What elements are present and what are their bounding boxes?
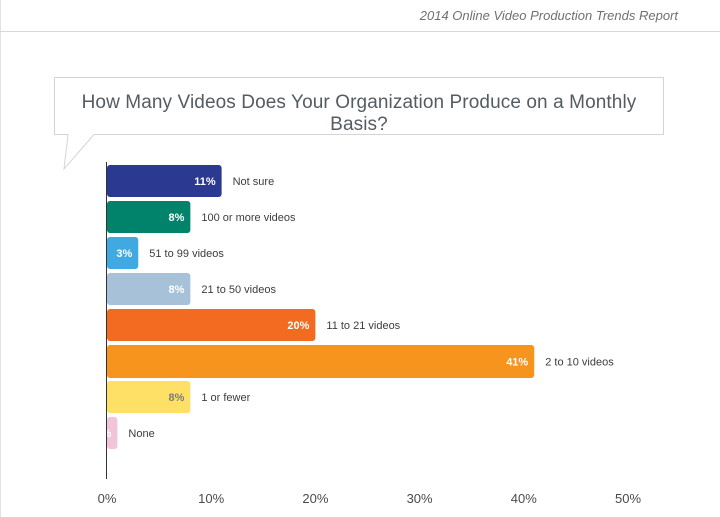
category-label: 11 to 21 videos	[326, 320, 400, 332]
report-title: 2014 Online Video Production Trends Repo…	[419, 8, 678, 23]
category-label: 21 to 50 videos	[201, 284, 276, 296]
callout-bubble-shape	[54, 77, 664, 171]
x-tick-label: 50%	[615, 491, 641, 506]
bar-value-label: 1%	[96, 428, 112, 440]
bar-value-label: 8%	[168, 284, 184, 296]
category-label: None	[128, 428, 154, 440]
bar-value-label: 20%	[287, 320, 309, 332]
category-label: 51 to 99 videos	[149, 248, 224, 260]
category-label: Not sure	[233, 176, 275, 188]
chart-title: How Many Videos Does Your Organization P…	[81, 92, 637, 135]
bar-value-label: 3%	[116, 248, 132, 260]
x-tick-label: 20%	[302, 491, 328, 506]
header-divider	[0, 31, 720, 32]
category-label: 100 or more videos	[201, 212, 296, 224]
x-tick-label: 10%	[198, 491, 224, 506]
bar	[107, 345, 535, 378]
bar	[107, 273, 191, 305]
bar-value-label: 8%	[168, 212, 184, 224]
bar-value-label: 8%	[168, 392, 184, 404]
category-label: 1 or fewer	[201, 392, 250, 404]
bar-value-label: 11%	[194, 176, 216, 188]
bar	[107, 201, 191, 233]
bar	[107, 237, 139, 269]
x-tick-label: 0%	[98, 491, 117, 506]
category-label: 2 to 10 videos	[545, 357, 614, 369]
x-tick-label: 40%	[511, 491, 537, 506]
x-tick-label: 30%	[407, 491, 433, 506]
x-axis-ticks: 0% 10% 20% 30% 40% 50%	[98, 491, 642, 506]
bar	[107, 165, 222, 197]
bar	[107, 381, 191, 413]
chart-title-callout: How Many Videos Does Your Organization P…	[54, 77, 664, 171]
bar	[107, 309, 316, 341]
bars-group: 11% Not sure 8% 100 or more videos 3% 51 to 9…	[96, 165, 614, 449]
bar-value-label: 41%	[506, 357, 528, 369]
bar	[107, 417, 118, 449]
